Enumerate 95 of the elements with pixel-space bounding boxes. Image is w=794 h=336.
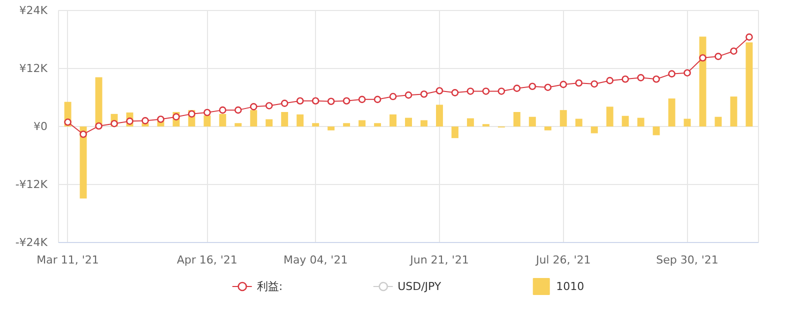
x-tick-label: Mar 11, '21 [36, 254, 99, 266]
point [80, 130, 87, 138]
point [172, 113, 180, 120]
point [404, 91, 412, 99]
bar [312, 123, 320, 126]
point [126, 118, 134, 125]
legend-label: 利益: [256, 278, 283, 294]
bar [668, 98, 676, 126]
bar [652, 126, 660, 136]
bar [513, 112, 520, 126]
bar [684, 118, 691, 126]
point [188, 110, 196, 118]
point [358, 96, 366, 104]
bar [234, 123, 242, 126]
bar [730, 96, 738, 126]
point [622, 75, 629, 83]
point [637, 74, 644, 82]
bar [204, 115, 211, 126]
point [110, 120, 118, 128]
bar [328, 126, 335, 130]
bar [528, 116, 536, 126]
y-tick-label: ¥12K [19, 62, 48, 75]
point [64, 118, 72, 126]
x-tick-label: Apr 16, '21 [176, 254, 238, 266]
point [95, 122, 102, 130]
point [342, 97, 350, 105]
point [451, 89, 459, 96]
point [668, 70, 676, 78]
x-tick-label: Sep 30, '21 [656, 254, 718, 266]
point [250, 103, 258, 110]
bar [405, 118, 412, 126]
point [234, 106, 242, 114]
point [730, 47, 738, 55]
bar [250, 110, 258, 126]
point [652, 75, 660, 83]
bar [219, 114, 226, 126]
bar [699, 36, 706, 126]
bar [622, 116, 629, 126]
point [312, 97, 320, 105]
point [528, 82, 536, 90]
point [513, 84, 521, 92]
bar [95, 77, 102, 126]
bar [560, 110, 567, 126]
bar [80, 126, 87, 199]
bar [420, 120, 428, 126]
bar [606, 106, 614, 126]
bar [281, 112, 288, 126]
point [590, 80, 598, 88]
point [157, 116, 164, 123]
bar [374, 123, 382, 126]
point [746, 33, 753, 41]
bar [436, 104, 443, 126]
bar [466, 118, 474, 126]
point [374, 96, 382, 104]
bar [358, 120, 366, 126]
bar [451, 126, 458, 138]
point [389, 92, 397, 100]
bar [390, 114, 396, 126]
bar [714, 116, 722, 126]
x-tick-label: May 04, '21 [283, 254, 348, 266]
bar [343, 123, 350, 126]
y-tick-label: -¥24K [15, 236, 48, 249]
x-tick-label: Jun 21, '21 [409, 254, 469, 266]
point [420, 90, 428, 98]
point [684, 69, 691, 76]
bar [296, 114, 304, 126]
point [560, 80, 568, 88]
y-tick-label: ¥24K [19, 4, 48, 17]
legend-label: 1010 [556, 280, 584, 292]
point [544, 84, 552, 91]
point [714, 52, 722, 60]
point [219, 106, 226, 114]
point [575, 79, 583, 87]
bar [266, 119, 273, 126]
point [606, 76, 614, 84]
point [466, 88, 474, 95]
point [436, 87, 444, 94]
point [296, 97, 304, 105]
point [482, 88, 490, 95]
bar [746, 42, 753, 126]
bar [637, 118, 644, 126]
point [265, 102, 273, 110]
point [280, 100, 288, 107]
y-tick-label: ¥0 [34, 120, 48, 133]
point [327, 98, 335, 106]
legend-label: USD/JPY [398, 280, 442, 292]
point [699, 54, 706, 62]
point [498, 88, 506, 95]
x-tick-label: Jul 26, '21 [534, 254, 591, 266]
point [142, 117, 149, 124]
bar [590, 126, 598, 134]
bar [575, 118, 582, 126]
y-tick-label: -¥12K [15, 178, 48, 191]
bar [544, 126, 552, 130]
point [204, 108, 211, 116]
